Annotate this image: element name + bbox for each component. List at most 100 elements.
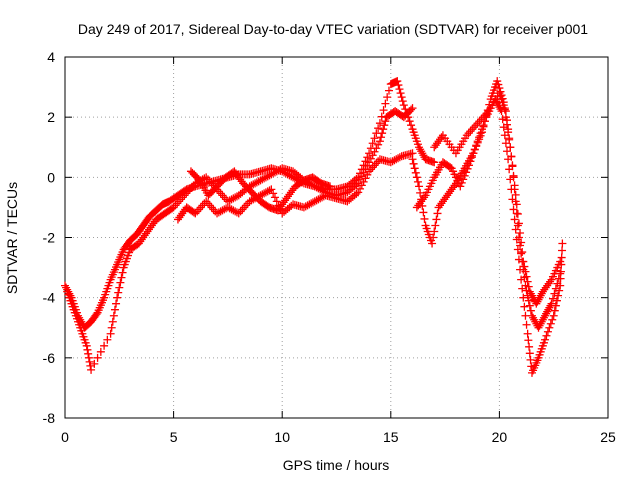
data-point — [545, 303, 554, 312]
data-point — [440, 195, 449, 204]
data-point — [495, 103, 504, 112]
data-point — [316, 185, 325, 194]
data-point — [546, 277, 555, 286]
data-point — [537, 317, 546, 326]
data-point — [175, 213, 184, 222]
data-point — [430, 227, 439, 236]
data-point — [443, 191, 452, 200]
data-point — [225, 204, 234, 213]
data-point — [269, 189, 278, 198]
data-point — [541, 335, 550, 344]
data-point — [446, 163, 455, 172]
data-point — [194, 174, 203, 183]
data-point — [473, 119, 482, 128]
data-point — [548, 315, 557, 324]
data-point — [354, 188, 363, 197]
data-point — [180, 191, 189, 200]
data-point — [522, 320, 531, 329]
data-point — [269, 169, 278, 178]
data-point — [357, 172, 366, 181]
data-point — [207, 179, 216, 188]
data-point — [110, 305, 119, 314]
data-point — [430, 158, 439, 167]
data-point — [534, 295, 543, 304]
data-point — [316, 194, 325, 203]
data-point — [247, 196, 256, 205]
data-point — [514, 233, 523, 242]
y-tick-label: 0 — [47, 169, 55, 185]
data-point — [533, 297, 542, 306]
data-point — [258, 190, 267, 199]
data-point — [274, 166, 283, 175]
data-point — [173, 215, 182, 224]
data-point — [464, 129, 473, 138]
data-point — [113, 293, 122, 302]
series-track7 — [430, 89, 565, 332]
data-point — [384, 86, 393, 95]
data-point — [173, 199, 182, 208]
data-point — [525, 301, 534, 310]
y-tick-label: -2 — [43, 230, 56, 246]
data-point — [359, 177, 368, 186]
data-point — [187, 183, 196, 192]
data-point — [263, 187, 272, 196]
data-point — [260, 174, 269, 183]
axis-ticks — [64, 56, 609, 419]
data-point — [381, 99, 390, 108]
data-point — [86, 361, 95, 370]
data-point — [379, 106, 388, 115]
data-point — [431, 221, 440, 230]
data-point — [463, 164, 472, 173]
data-point — [545, 323, 554, 332]
data-point — [308, 181, 317, 190]
data-point — [431, 141, 440, 150]
data-point — [482, 109, 491, 118]
data-point — [519, 265, 528, 274]
data-point — [310, 197, 319, 206]
data-point — [479, 113, 488, 122]
data-point — [100, 341, 109, 350]
data-point — [470, 123, 479, 132]
data-point — [107, 323, 116, 332]
data-point — [511, 197, 520, 206]
data-point — [501, 107, 510, 116]
data-point — [216, 189, 225, 198]
data-point — [178, 193, 187, 202]
data-point — [366, 165, 375, 174]
data-point — [416, 145, 425, 154]
data-point — [352, 189, 361, 198]
data-point — [395, 153, 404, 162]
data-point — [498, 115, 507, 124]
data-point — [551, 284, 560, 293]
data-point — [546, 301, 555, 310]
data-point — [529, 313, 538, 322]
y-tick-label: -6 — [43, 350, 56, 366]
data-point — [147, 221, 156, 230]
data-point — [229, 206, 238, 215]
data-point — [523, 291, 532, 300]
y-tick-label: -4 — [43, 290, 56, 306]
data-point — [462, 168, 471, 177]
data-point — [408, 155, 417, 164]
data-point — [139, 233, 148, 242]
data-point — [399, 101, 408, 110]
data-point — [220, 193, 229, 202]
data-point — [171, 201, 180, 210]
data-point — [375, 119, 384, 128]
data-point — [108, 317, 117, 326]
data-point — [414, 201, 423, 210]
data-point — [405, 117, 414, 126]
data-point — [513, 221, 522, 230]
data-point — [517, 249, 526, 258]
x-tick-label: 20 — [492, 429, 508, 445]
data-point — [554, 274, 563, 283]
x-axis-label: GPS time / hours — [283, 457, 390, 473]
data-point — [225, 196, 234, 205]
data-point — [548, 294, 557, 303]
data-point — [305, 200, 314, 209]
data-point — [417, 147, 426, 156]
data-point — [184, 187, 193, 196]
data-point — [299, 203, 308, 212]
data-point — [550, 289, 559, 298]
